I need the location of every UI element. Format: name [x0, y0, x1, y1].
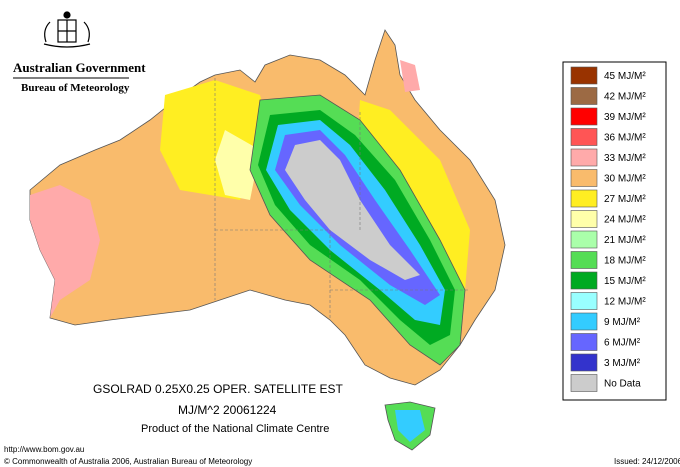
legend-label: 3 MJ/M² [604, 358, 641, 369]
legend-label: 9 MJ/M² [604, 317, 641, 328]
legend-swatch [570, 148, 598, 167]
legend-label: 12 MJ/M² [604, 297, 646, 308]
legend-swatch [570, 251, 598, 269]
legend-label: 36 MJ/M² [604, 133, 646, 144]
caption-line3: Product of the National Climate Centre [141, 423, 329, 435]
australia [29, 29, 506, 451]
legend-swatch [570, 87, 598, 105]
legend-label: 33 MJ/M² [604, 153, 646, 164]
legend-swatch [570, 353, 598, 372]
legend-swatch [570, 128, 598, 146]
url: http://www.bom.gov.au [4, 445, 84, 454]
legend-swatch [570, 107, 598, 126]
legend-label: 24 MJ/M² [604, 215, 646, 226]
government: Australian Government [13, 60, 146, 75]
legend-swatch [570, 333, 598, 351]
legend-label: 39 MJ/M² [604, 112, 646, 123]
state-borders [214, 78, 470, 320]
legend-label: 21 MJ/M² [604, 235, 646, 246]
legend-label: 30 MJ/M² [604, 174, 646, 185]
crest [43, 11, 91, 48]
legend-swatch [570, 66, 598, 85]
legend-swatch [570, 210, 598, 228]
legend-swatch [570, 292, 598, 310]
legend-label: 45 MJ/M² [604, 71, 646, 82]
caption-line2: MJ/M^2 20061224 [178, 403, 277, 417]
agency: Bureau of Meteorology [21, 82, 130, 94]
legend-label: 15 MJ/M² [604, 276, 646, 287]
copyright: © Commonwealth of Australia 2006, Austra… [4, 457, 252, 466]
legend-swatch [570, 271, 598, 290]
legend-swatch [570, 169, 598, 187]
legend-label: No Data [604, 379, 641, 390]
legend-swatch [570, 230, 598, 249]
legend-label: 27 MJ/M² [604, 194, 646, 205]
legend: 45 MJ/M² 42 MJ/M² 39 MJ/M² 36 MJ/M² 33 MJ/M²… [570, 66, 646, 392]
caption-line1: GSOLRAD 0.25X0.25 OPER. SATELLITE EST [93, 382, 344, 396]
legend-swatch [570, 189, 598, 208]
issued: Issued: 24/12/2006 [614, 457, 680, 466]
legend-label: 6 MJ/M² [604, 338, 641, 349]
legend-label: 18 MJ/M² [604, 256, 646, 267]
legend-label: 42 MJ/M² [604, 92, 646, 103]
legend-swatch [570, 374, 598, 392]
legend-swatch [570, 312, 598, 331]
